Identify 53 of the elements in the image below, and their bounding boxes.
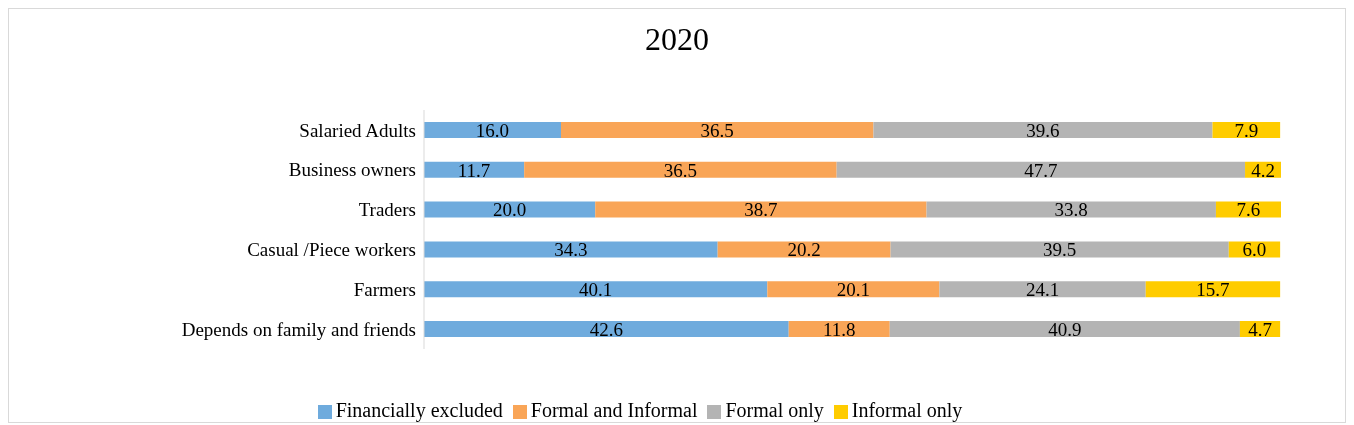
bar: [424, 121, 561, 138]
bar: [424, 321, 789, 338]
data-label: 40.1: [579, 279, 613, 301]
bar: [767, 281, 940, 298]
data-label: 7.6: [1236, 199, 1261, 221]
data-label: 33.8: [1054, 199, 1088, 221]
data-label: 36.5: [700, 119, 734, 141]
data-label: 47.7: [1024, 159, 1058, 181]
data-label: 16.0: [475, 119, 510, 141]
bar: [524, 161, 837, 178]
data-label: 4.2: [1251, 159, 1275, 181]
data-label: 39.6: [1026, 119, 1060, 141]
data-label: 20.1: [836, 279, 870, 301]
bar: [1145, 281, 1281, 298]
legend-label: Formal only: [725, 399, 824, 421]
bar: [424, 201, 596, 218]
data-label: 24.1: [1025, 279, 1060, 301]
bar: [595, 201, 927, 218]
data-label: 15.7: [1196, 279, 1230, 301]
bar: [424, 281, 768, 298]
data-label: 20.2: [787, 239, 821, 261]
data-label: 34.3: [554, 239, 588, 261]
legend-label: Financially excluded: [335, 399, 503, 421]
data-label: 42.6: [589, 318, 623, 340]
data-label: 20.0: [492, 199, 527, 221]
data-label: 11.8: [822, 318, 856, 340]
y-tick-label: Traders: [358, 199, 416, 221]
bar: [889, 321, 1240, 338]
bar: [890, 241, 1229, 258]
legend-label: Formal and Informal: [530, 399, 698, 421]
data-label: 36.5: [663, 159, 698, 181]
chart-title: 2020: [644, 20, 710, 59]
data-label: 38.7: [744, 199, 778, 221]
bar: [836, 161, 1246, 178]
bar: [939, 281, 1146, 298]
y-tick-label: Business owners: [288, 159, 416, 181]
bar: [424, 241, 718, 258]
y-tick-label: Depends on family and friends: [181, 318, 416, 340]
data-label: 40.9: [1048, 318, 1082, 340]
bar: [873, 121, 1213, 138]
data-label: 7.9: [1234, 119, 1259, 141]
bar: [717, 241, 891, 258]
y-tick-label: Casual /Piece workers: [247, 239, 416, 261]
bar: [926, 201, 1216, 218]
data-label: 6.0: [1242, 239, 1267, 261]
data-label: 4.7: [1248, 318, 1272, 340]
bar: [560, 121, 874, 138]
data-label: 39.5: [1043, 239, 1077, 261]
bar: [424, 161, 525, 178]
y-tick-label: Salaried Adults: [299, 119, 416, 141]
data-label: 11.7: [457, 159, 491, 181]
y-tick-label: Farmers: [353, 278, 416, 300]
legend-label: Informal only: [851, 399, 963, 421]
